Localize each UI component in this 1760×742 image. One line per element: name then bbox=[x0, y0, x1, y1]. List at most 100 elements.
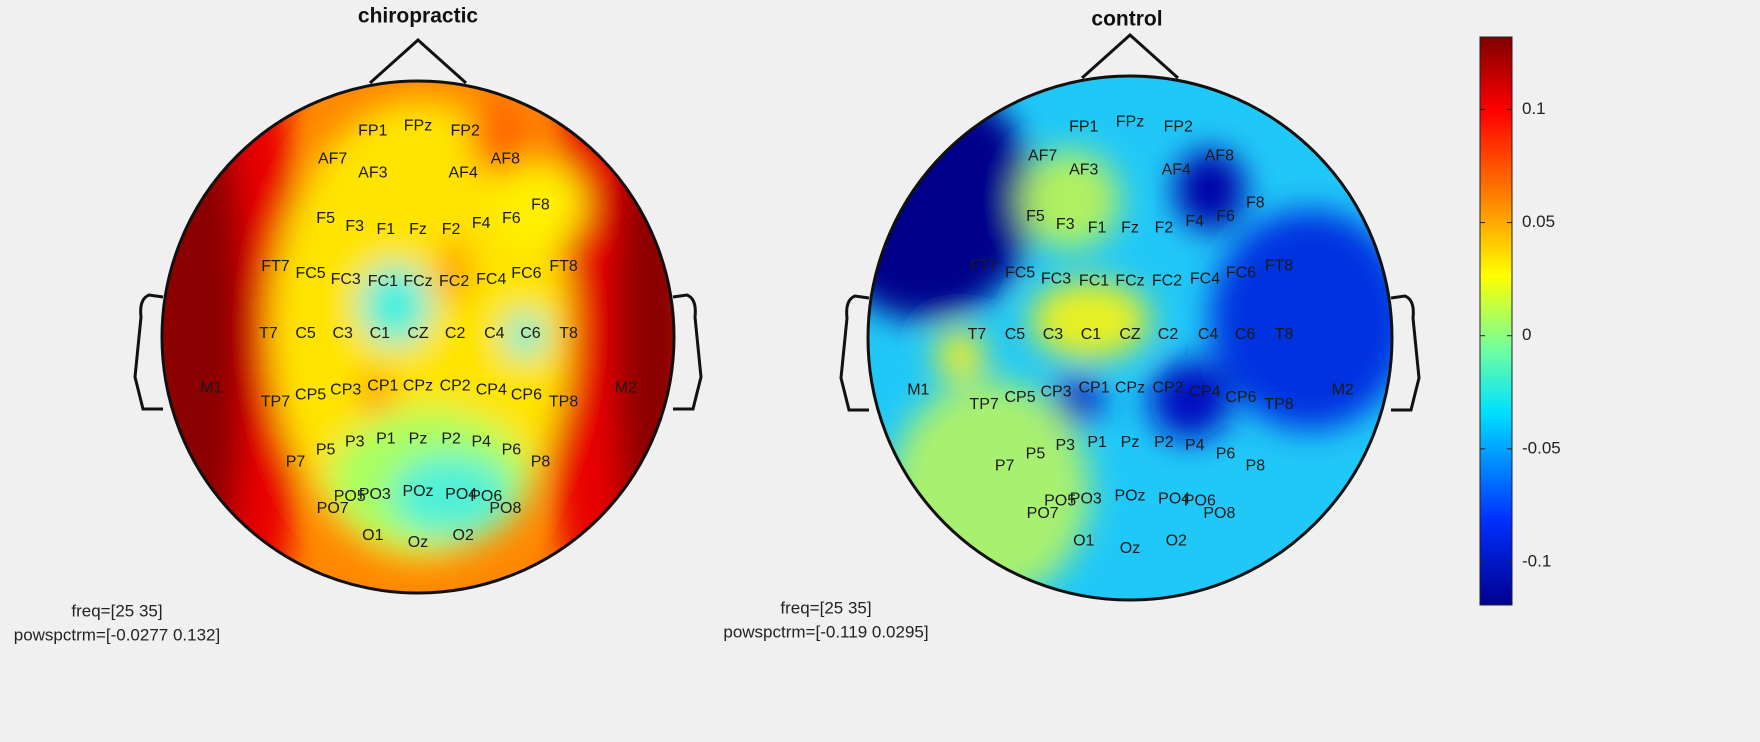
electrode-label: F2 bbox=[1155, 219, 1174, 236]
electrode-label: FPz bbox=[1116, 113, 1144, 130]
electrode-label: TP7 bbox=[969, 396, 998, 413]
electrode-label: P5 bbox=[316, 442, 336, 459]
electrode-label: AF8 bbox=[1205, 147, 1234, 164]
electrode-label: C3 bbox=[332, 325, 353, 342]
electrode-label: C5 bbox=[295, 325, 316, 342]
electrode-label: P8 bbox=[531, 454, 551, 471]
electrode-label: FC1 bbox=[368, 273, 398, 290]
electrode-label: CP2 bbox=[440, 377, 471, 394]
electrode-label: Oz bbox=[408, 534, 428, 551]
electrode-label: O1 bbox=[362, 527, 383, 544]
electrode-label: PO7 bbox=[317, 500, 349, 517]
electrode-label: C5 bbox=[1005, 326, 1026, 343]
electrode-label: CZ bbox=[407, 325, 429, 342]
electrode-label: CP3 bbox=[330, 381, 361, 398]
electrode-label: F4 bbox=[472, 215, 491, 232]
electrode-label: P2 bbox=[441, 431, 461, 448]
annotation: powspctrm=[-0.119 0.0295] bbox=[723, 622, 928, 641]
electrode-label: PO4 bbox=[1158, 491, 1190, 508]
electrode-label: AF3 bbox=[1069, 162, 1098, 179]
electrode-label: FC3 bbox=[331, 271, 361, 288]
ear bbox=[672, 293, 703, 411]
electrode-label: P4 bbox=[471, 434, 491, 451]
electrode-label: PO5 bbox=[334, 488, 366, 505]
electrode-label: O2 bbox=[453, 527, 474, 544]
electrode-label: TP8 bbox=[549, 393, 578, 410]
electrode-label: P1 bbox=[1087, 434, 1107, 451]
electrode-label: Oz bbox=[1120, 540, 1140, 557]
electrode-label: PO3 bbox=[359, 486, 391, 503]
colorbar bbox=[1479, 36, 1513, 606]
electrode-label: FC2 bbox=[1152, 273, 1182, 290]
electrode-label: CP4 bbox=[1189, 384, 1220, 401]
electrode-label: AF4 bbox=[1162, 162, 1191, 179]
electrode-label: FP1 bbox=[358, 122, 387, 139]
electrode-label: FC4 bbox=[476, 271, 506, 288]
electrode-label: P1 bbox=[376, 431, 396, 448]
electrode-label: FC3 bbox=[1041, 271, 1071, 288]
electrode-label: Pz bbox=[409, 431, 428, 448]
electrode-label: FT8 bbox=[1265, 257, 1294, 274]
electrode-label: PO7 bbox=[1027, 505, 1059, 522]
field-right bbox=[868, 76, 1392, 600]
electrode-label: C6 bbox=[520, 325, 541, 342]
electrode-label: PO6 bbox=[1184, 493, 1216, 510]
electrode-label: CP1 bbox=[367, 377, 398, 394]
electrode-label: FC5 bbox=[1005, 264, 1035, 281]
electrode-label: P6 bbox=[502, 442, 522, 459]
electrode-label: PO5 bbox=[1044, 493, 1076, 510]
electrode-label: C2 bbox=[445, 325, 466, 342]
electrode-label: FC2 bbox=[439, 273, 469, 290]
chart-title: control bbox=[1091, 8, 1162, 31]
electrode-label: C4 bbox=[484, 325, 505, 342]
electrode-label: TP8 bbox=[1264, 396, 1293, 413]
electrode-label: AF4 bbox=[449, 165, 478, 182]
electrode-label: Pz bbox=[1121, 434, 1140, 451]
electrode-label: F1 bbox=[377, 221, 396, 238]
electrode-label: M2 bbox=[615, 379, 637, 396]
electrode-label: PO6 bbox=[470, 488, 502, 505]
electrode-label: CP1 bbox=[1078, 380, 1109, 397]
tick-label: -0.05 bbox=[1522, 438, 1561, 457]
electrode-label: F3 bbox=[345, 218, 364, 235]
electrode-label: Fz bbox=[1121, 219, 1139, 236]
head-outline bbox=[866, 74, 1394, 602]
electrode-label: FT7 bbox=[970, 257, 999, 274]
nose bbox=[1080, 32, 1180, 80]
electrode-label: F4 bbox=[1185, 213, 1204, 230]
electrode-label: PO3 bbox=[1070, 491, 1102, 508]
electrode-label: FC6 bbox=[511, 265, 541, 282]
electrode-label: F2 bbox=[442, 221, 461, 238]
electrode-label: F6 bbox=[1216, 208, 1235, 225]
electrode-label: F6 bbox=[502, 210, 521, 227]
electrode-label: PO8 bbox=[1203, 505, 1235, 522]
electrode-label: FP1 bbox=[1069, 119, 1098, 136]
electrode-label: P8 bbox=[1246, 458, 1266, 475]
electrode-label: T7 bbox=[968, 326, 987, 343]
annotation: powspctrm=[-0.0277 0.132] bbox=[14, 625, 220, 644]
electrode-label: F1 bbox=[1088, 219, 1107, 236]
tick-label: -0.1 bbox=[1522, 551, 1551, 570]
electrode-label: FP2 bbox=[1164, 119, 1193, 136]
electrode-label: FC6 bbox=[1226, 264, 1256, 281]
electrode-label: FC4 bbox=[1190, 271, 1220, 288]
electrode-label: Fz bbox=[409, 221, 427, 238]
annotation: freq=[25 35] bbox=[780, 598, 871, 617]
electrode-label: FC5 bbox=[295, 265, 325, 282]
electrode-label: FCz bbox=[403, 273, 432, 290]
electrode-label: FP2 bbox=[451, 122, 480, 139]
electrode-label: P5 bbox=[1026, 445, 1046, 462]
electrode-label: O1 bbox=[1073, 533, 1094, 550]
ear bbox=[1390, 294, 1421, 412]
electrode-label: CP3 bbox=[1040, 384, 1071, 401]
electrode-label: M1 bbox=[907, 382, 929, 399]
electrode-label: AF7 bbox=[318, 151, 347, 168]
electrode-label: F8 bbox=[1246, 195, 1265, 212]
tick-label: 0.1 bbox=[1522, 99, 1546, 118]
electrode-label: O2 bbox=[1166, 533, 1187, 550]
field-left bbox=[162, 81, 674, 593]
electrode-label: F3 bbox=[1056, 216, 1075, 233]
electrode-label: CP6 bbox=[1225, 389, 1256, 406]
electrode-label: P7 bbox=[995, 458, 1015, 475]
